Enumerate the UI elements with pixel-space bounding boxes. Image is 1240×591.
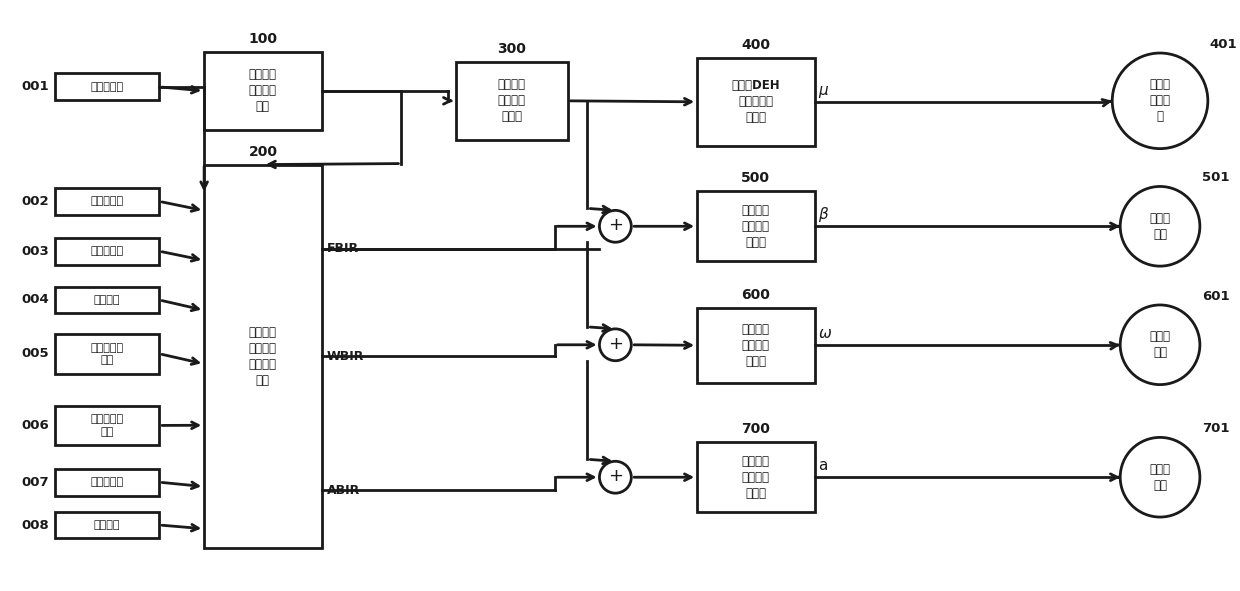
- Text: 007: 007: [21, 476, 48, 489]
- Text: 机组负荷
指令计算
单元: 机组负荷 指令计算 单元: [249, 69, 277, 113]
- Bar: [456, 62, 568, 139]
- Text: 负荷设定值: 负荷设定值: [91, 196, 124, 206]
- Bar: [55, 73, 159, 100]
- Text: 汽轮机
调节阀
组: 汽轮机 调节阀 组: [1149, 79, 1171, 124]
- Circle shape: [1112, 53, 1208, 148]
- Bar: [55, 405, 159, 446]
- Text: 601: 601: [1202, 290, 1230, 303]
- Bar: [55, 512, 159, 538]
- Text: 006: 006: [21, 419, 48, 432]
- Text: 锅炉给水
量指令计
算单元: 锅炉给水 量指令计 算单元: [742, 323, 770, 368]
- Bar: [55, 238, 159, 265]
- Text: 003: 003: [21, 245, 48, 258]
- Text: 004: 004: [21, 294, 48, 307]
- Circle shape: [1120, 437, 1200, 517]
- Text: 凝汽器真空: 凝汽器真空: [91, 477, 124, 487]
- Bar: [205, 52, 321, 129]
- Text: 锅炉给
水泵: 锅炉给 水泵: [1149, 330, 1171, 359]
- Circle shape: [599, 210, 631, 242]
- Text: 实际负荷: 实际负荷: [94, 520, 120, 530]
- Text: 上汽压力设
定值: 上汽压力设 定值: [91, 343, 124, 365]
- Text: 负荷目标值: 负荷目标值: [91, 82, 124, 92]
- Bar: [55, 287, 159, 313]
- Text: 供热流量: 供热流量: [94, 295, 120, 305]
- Text: 汽轮机DEH
电液调节计
算单元: 汽轮机DEH 电液调节计 算单元: [732, 79, 780, 124]
- Circle shape: [1120, 305, 1200, 385]
- Text: 汽轮机调
阀开度计
算单元: 汽轮机调 阀开度计 算单元: [497, 79, 526, 124]
- Bar: [55, 334, 159, 374]
- Text: 锅炉动态
前馈微分
指令计算
单元: 锅炉动态 前馈微分 指令计算 单元: [249, 326, 277, 387]
- Circle shape: [599, 462, 631, 493]
- Text: 变负荷速率: 变负荷速率: [91, 246, 124, 256]
- Text: ABIR: ABIR: [326, 484, 360, 497]
- Text: 400: 400: [742, 38, 770, 52]
- Bar: [55, 469, 159, 496]
- Text: 501: 501: [1202, 171, 1229, 184]
- Text: 001: 001: [21, 80, 48, 93]
- Text: 100: 100: [248, 32, 278, 46]
- Text: a: a: [818, 458, 828, 473]
- Text: +: +: [608, 335, 622, 353]
- Bar: [697, 191, 815, 261]
- Text: 600: 600: [742, 288, 770, 302]
- Text: 锅炉送风
法指令计
算单元: 锅炉送风 法指令计 算单元: [742, 454, 770, 500]
- Bar: [697, 58, 815, 145]
- Text: 700: 700: [742, 423, 770, 436]
- Text: 701: 701: [1202, 423, 1229, 436]
- Circle shape: [599, 329, 631, 361]
- Text: WBIR: WBIR: [326, 350, 365, 363]
- Text: 008: 008: [21, 518, 48, 531]
- Text: 500: 500: [742, 171, 770, 186]
- Text: β: β: [818, 207, 828, 222]
- Text: ω: ω: [818, 326, 831, 342]
- Bar: [697, 308, 815, 382]
- Bar: [205, 164, 321, 548]
- Text: +: +: [608, 216, 622, 234]
- Bar: [697, 443, 815, 512]
- Text: 401: 401: [1210, 38, 1238, 51]
- Text: 005: 005: [21, 348, 48, 361]
- Text: 300: 300: [497, 42, 526, 56]
- Text: 200: 200: [248, 145, 278, 158]
- Text: μ: μ: [818, 83, 828, 98]
- Text: FBIR: FBIR: [326, 242, 358, 255]
- Circle shape: [1120, 187, 1200, 266]
- Text: 锅炉给煤
法指令计
算单元: 锅炉给煤 法指令计 算单元: [742, 204, 770, 249]
- Text: +: +: [608, 467, 622, 485]
- Bar: [55, 188, 159, 215]
- Text: 002: 002: [21, 195, 48, 208]
- Text: 主汽压力实
际值: 主汽压力实 际值: [91, 414, 124, 437]
- Text: 给煤机
电机: 给煤机 电机: [1149, 212, 1171, 241]
- Text: 送风机
电机: 送风机 电机: [1149, 463, 1171, 492]
